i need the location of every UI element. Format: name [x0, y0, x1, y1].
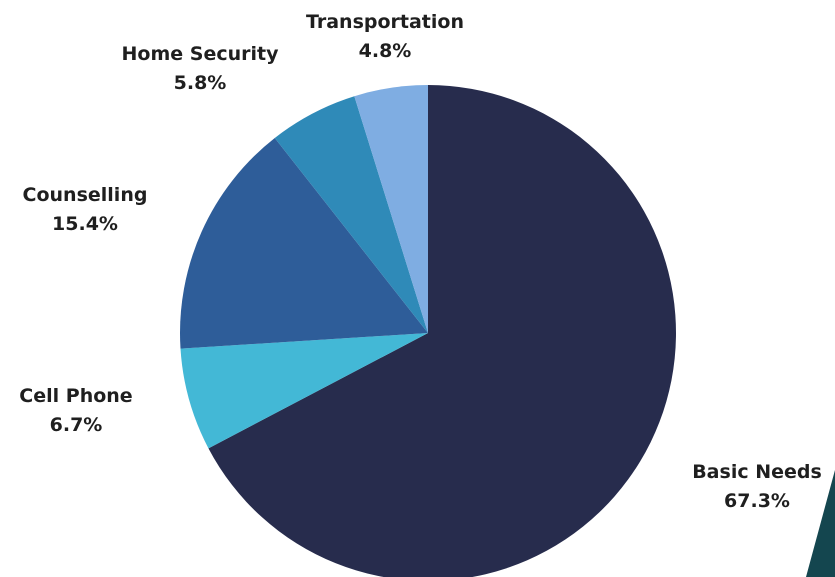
- label-counselling-percent: 15.4%: [52, 213, 118, 235]
- pie-slice-counselling: [180, 138, 428, 349]
- pie-slice-cell-phone: [180, 333, 428, 449]
- label-home-security: Home Security 5.8%: [100, 40, 300, 98]
- label-counselling: Counselling 15.4%: [10, 181, 160, 239]
- pie-slice-basic-needs: [208, 85, 676, 577]
- label-transportation-percent: 4.8%: [358, 40, 412, 62]
- label-transportation-name: Transportation: [305, 11, 464, 33]
- corner-decoration: [806, 470, 835, 577]
- label-basic-needs: Basic Needs 67.3%: [672, 458, 835, 516]
- label-counselling-name: Counselling: [22, 184, 148, 206]
- label-cell-phone-name: Cell Phone: [19, 385, 133, 407]
- pie-slice-home-security: [274, 96, 428, 333]
- label-cell-phone: Cell Phone 6.7%: [0, 382, 152, 440]
- label-basic-needs-name: Basic Needs: [692, 461, 822, 483]
- pie-slices: [180, 84, 676, 577]
- label-cell-phone-percent: 6.7%: [49, 414, 103, 436]
- pie-slice-transportation: [354, 84, 428, 333]
- label-home-security-name: Home Security: [121, 43, 279, 65]
- label-transportation: Transportation 4.8%: [285, 8, 485, 66]
- label-basic-needs-percent: 67.3%: [724, 490, 790, 512]
- label-home-security-percent: 5.8%: [173, 72, 227, 94]
